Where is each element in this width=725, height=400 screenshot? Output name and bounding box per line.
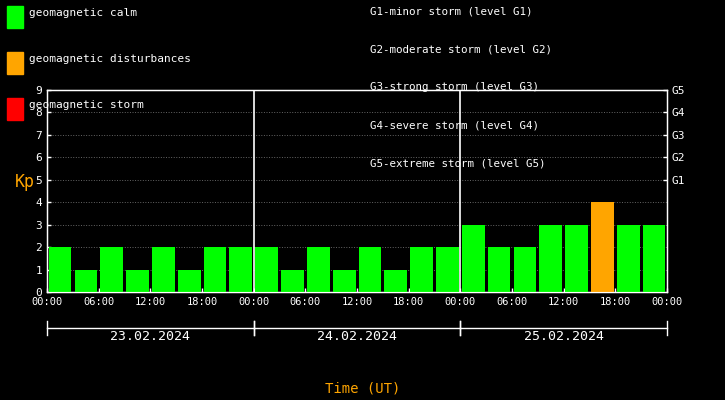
Text: 23.02.2024: 23.02.2024	[110, 330, 191, 343]
Bar	[75, 270, 97, 292]
Bar	[617, 225, 639, 292]
Bar	[359, 247, 381, 292]
Bar	[49, 247, 71, 292]
Text: G2-moderate storm (level G2): G2-moderate storm (level G2)	[370, 44, 552, 54]
Bar	[462, 225, 484, 292]
Text: G1-minor storm (level G1): G1-minor storm (level G1)	[370, 6, 532, 16]
Bar	[230, 247, 252, 292]
Bar	[591, 202, 614, 292]
Y-axis label: Kp: Kp	[14, 173, 34, 191]
Bar	[513, 247, 536, 292]
Bar	[410, 247, 433, 292]
Bar	[643, 225, 666, 292]
Bar	[204, 247, 226, 292]
Bar	[539, 225, 562, 292]
Bar	[307, 247, 330, 292]
Bar	[126, 270, 149, 292]
Bar	[100, 247, 123, 292]
Bar	[488, 247, 510, 292]
Text: geomagnetic storm: geomagnetic storm	[29, 100, 144, 110]
Text: 25.02.2024: 25.02.2024	[523, 330, 604, 343]
Bar	[566, 225, 588, 292]
Bar	[333, 270, 355, 292]
Text: G4-severe storm (level G4): G4-severe storm (level G4)	[370, 120, 539, 130]
Text: geomagnetic disturbances: geomagnetic disturbances	[29, 54, 191, 64]
Bar	[255, 247, 278, 292]
Text: G5-extreme storm (level G5): G5-extreme storm (level G5)	[370, 158, 545, 168]
Text: Time (UT): Time (UT)	[325, 382, 400, 396]
Bar	[436, 247, 459, 292]
Text: G3-strong storm (level G3): G3-strong storm (level G3)	[370, 82, 539, 92]
Bar	[178, 270, 201, 292]
Bar	[384, 270, 407, 292]
Text: 24.02.2024: 24.02.2024	[317, 330, 397, 343]
Bar	[281, 270, 304, 292]
Text: geomagnetic calm: geomagnetic calm	[29, 8, 137, 18]
Bar	[152, 247, 175, 292]
